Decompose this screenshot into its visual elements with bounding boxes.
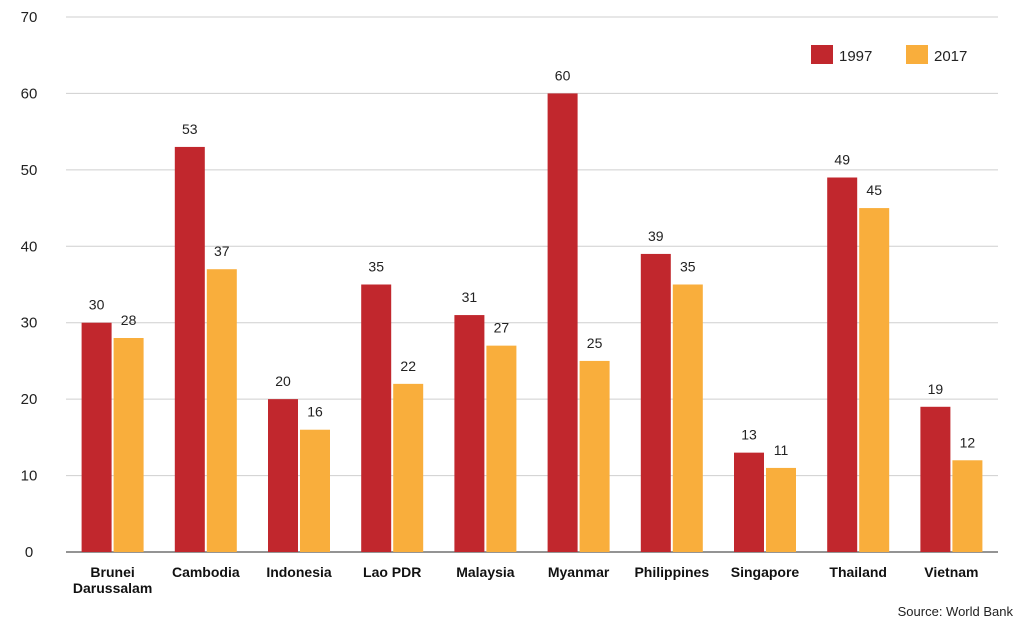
bar-singapore-1997 xyxy=(734,452,764,552)
data-label-thailand-2017: 45 xyxy=(866,182,882,198)
y-tick-label: 40 xyxy=(21,238,38,255)
bar-malaysia-1997 xyxy=(454,315,485,552)
category-label-lao-pdr: Lao PDR xyxy=(363,564,421,580)
gridlines xyxy=(66,16,998,553)
data-label-singapore-1997: 13 xyxy=(741,427,757,443)
bar-brunei-darussalam-1997 xyxy=(81,322,112,552)
category-label-thailand: Thailand xyxy=(829,564,887,580)
legend-swatch-2017 xyxy=(906,45,928,64)
data-label-vietnam-2017: 12 xyxy=(960,434,976,450)
bar-vietnam-2017 xyxy=(952,460,983,552)
bar-singapore-2017 xyxy=(766,467,796,552)
bar-lao-pdr-1997 xyxy=(361,284,392,552)
category-label-cambodia: Cambodia xyxy=(172,564,240,580)
data-label-lao-pdr-1997: 35 xyxy=(368,259,384,275)
category-label-indonesia: Indonesia xyxy=(266,564,332,580)
data-label-philippines-1997: 39 xyxy=(648,228,664,244)
y-tick-label: 10 xyxy=(21,468,38,485)
y-tick-label: 50 xyxy=(21,162,38,179)
y-tick-label: 30 xyxy=(21,315,38,332)
category-label-singapore: Singapore xyxy=(731,564,800,580)
bars xyxy=(81,93,983,553)
bar-indonesia-2017 xyxy=(300,429,330,552)
y-tick-label: 20 xyxy=(21,391,38,408)
bar-cambodia-1997 xyxy=(174,146,205,552)
legend-label-1997: 1997 xyxy=(839,48,872,65)
y-axis-ticks: 0 10 20 30 40 50 60 70 xyxy=(21,9,38,561)
bar-thailand-2017 xyxy=(859,208,890,553)
data-label-lao-pdr-2017: 22 xyxy=(400,358,416,374)
data-label-myanmar-1997: 60 xyxy=(555,67,571,83)
bar-cambodia-2017 xyxy=(206,269,237,552)
category-label-myanmar: Myanmar xyxy=(548,564,610,580)
bar-philippines-2017 xyxy=(672,284,703,552)
data-label-philippines-2017: 35 xyxy=(680,259,696,275)
source-note: Source: World Bank xyxy=(898,604,1014,619)
data-label-singapore-2017: 11 xyxy=(774,442,789,458)
data-label-myanmar-2017: 25 xyxy=(587,335,603,351)
y-tick-label: 60 xyxy=(21,85,38,102)
data-label-indonesia-1997: 20 xyxy=(275,373,291,389)
data-label-malaysia-2017: 27 xyxy=(494,320,510,336)
y-tick-label: 0 xyxy=(25,544,33,561)
data-label-brunei-darussalam-2017: 28 xyxy=(121,312,137,328)
bar-lao-pdr-2017 xyxy=(393,383,424,552)
bar-brunei-darussalam-2017 xyxy=(113,338,144,552)
category-label-brunei-darussalam: Brunei Darussalam xyxy=(73,564,152,596)
data-label-indonesia-2017: 16 xyxy=(307,404,323,420)
category-label-malaysia: Malaysia xyxy=(456,564,515,580)
category-label-philippines: Philippines xyxy=(634,564,709,580)
data-labels: 30 28 53 37 20 16 35 22 31 27 60 25 39 35 13 11 49 45 19 12 xyxy=(89,67,976,458)
x-axis-categories: Brunei Darussalam Cambodia Indonesia Lao PDR… xyxy=(73,564,979,596)
legend-swatch-1997 xyxy=(811,45,833,64)
legend-label-2017: 2017 xyxy=(934,48,967,65)
data-label-brunei-darussalam-1997: 30 xyxy=(89,297,105,313)
bar-thailand-1997 xyxy=(827,177,858,552)
y-tick-label: 70 xyxy=(21,9,38,26)
category-label-vietnam: Vietnam xyxy=(924,564,978,580)
bar-philippines-1997 xyxy=(640,253,671,552)
data-label-thailand-1997: 49 xyxy=(834,152,850,168)
data-label-vietnam-1997: 19 xyxy=(928,381,944,397)
legend: 1997 2017 xyxy=(811,45,967,65)
data-label-malaysia-1997: 31 xyxy=(462,289,478,305)
bar-vietnam-1997 xyxy=(920,406,951,552)
data-label-cambodia-1997: 53 xyxy=(182,121,198,137)
bar-indonesia-1997 xyxy=(268,399,298,552)
bar-malaysia-2017 xyxy=(486,345,517,552)
bar-myanmar-1997 xyxy=(547,93,578,552)
data-label-cambodia-2017: 37 xyxy=(214,243,230,259)
bar-myanmar-2017 xyxy=(579,360,610,552)
